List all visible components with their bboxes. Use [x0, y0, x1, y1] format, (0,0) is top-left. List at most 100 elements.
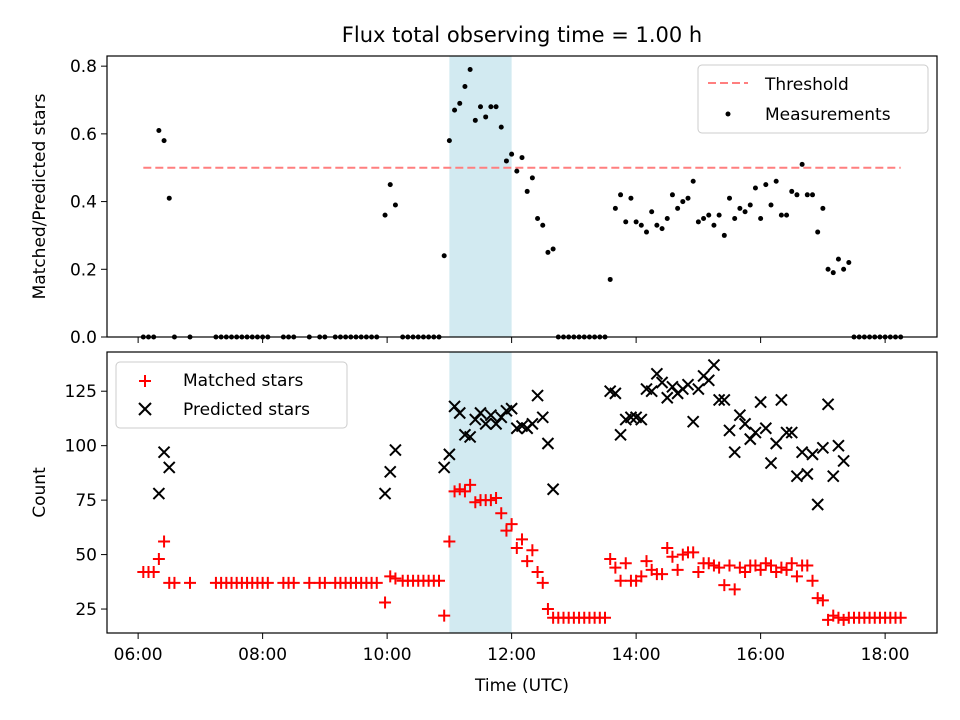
predicted-star-point [645, 385, 658, 398]
matched-star-point [780, 563, 793, 576]
measurement-point [509, 151, 515, 157]
y-tick-label: 0.0 [70, 328, 97, 348]
legend-matched-label: Matched stars [183, 371, 303, 391]
predicted-star-point [531, 389, 544, 402]
matched-star-point [671, 563, 684, 576]
predicted-star-point [443, 448, 456, 461]
x-tick-label: 18:00 [861, 645, 910, 665]
matched-star-point [723, 559, 736, 572]
measurement-point [747, 202, 753, 208]
matched-star-point [816, 594, 829, 607]
matched-star-point [469, 496, 482, 509]
legend-measurements-swatch [725, 111, 731, 117]
measurement-point [483, 114, 489, 120]
matched-star-point [754, 563, 767, 576]
shaded-interval [449, 56, 512, 337]
matched-star-point [379, 596, 392, 609]
matched-star-point [384, 570, 397, 583]
x-tick-label: 10:00 [363, 645, 412, 665]
measurement-point [514, 168, 520, 174]
legend-top: Threshold Measurements [697, 64, 929, 134]
x-tick-label: 16:00 [736, 645, 785, 665]
ratio-axes-frame [106, 55, 938, 338]
measurement-point [550, 246, 556, 252]
legend-predicted-swatch [138, 402, 152, 416]
predicted-stars-points [152, 358, 850, 511]
measurement-point [835, 256, 841, 262]
matched-star-point [702, 557, 715, 570]
predicted-star-point [437, 461, 451, 474]
predicted-star-point [474, 406, 487, 420]
measurement-point [628, 195, 634, 201]
predicted-star-point [754, 395, 767, 409]
matched-star-point [707, 559, 720, 572]
measurement-point [519, 155, 525, 161]
measurement-point [472, 117, 478, 123]
measurement-point [493, 104, 499, 110]
matched-stars-points [137, 478, 907, 626]
matched-star-point [433, 574, 445, 587]
measurement-point [488, 104, 494, 110]
predicted-star-point [389, 443, 402, 457]
matched-star-point [261, 576, 274, 589]
measurement-point [778, 212, 784, 218]
measurement-point [612, 205, 618, 211]
predicted-star-point [780, 426, 793, 439]
predicted-star-point [749, 426, 762, 439]
predicted-star-point [801, 467, 814, 481]
matched-star-point [495, 507, 508, 520]
predicted-star-point [163, 461, 176, 474]
predicted-star-point [541, 437, 555, 450]
measurement-point [545, 249, 551, 255]
matched-star-point [500, 524, 513, 537]
y-axis-label-ratio: Matched/Predicted stars [30, 93, 50, 299]
matched-star-point [785, 557, 798, 570]
matched-star-point [801, 559, 814, 572]
matched-star-point [458, 485, 471, 498]
x-tick-label: 06:00 [114, 645, 163, 665]
measurement-point [529, 175, 535, 181]
matched-star-point [790, 570, 803, 583]
measurement-point [841, 266, 847, 272]
matched-star-point [526, 544, 539, 557]
measurement-point [644, 229, 649, 235]
predicted-star-point [806, 448, 819, 461]
matched-star-point [692, 566, 705, 579]
matched-star-point [536, 576, 549, 589]
measurement-point [804, 192, 810, 198]
matched-star-point [759, 557, 772, 570]
predicted-star-point [733, 408, 747, 422]
measurement-point [732, 216, 738, 222]
measurement-point [638, 222, 644, 228]
matched-star-point [152, 552, 165, 565]
measurement-point [607, 276, 613, 282]
predicted-star-point [635, 413, 648, 426]
predicted-star-point [785, 426, 798, 439]
predicted-star-point [832, 439, 845, 452]
matched-star-point [604, 552, 617, 565]
matched-star-point [168, 576, 181, 589]
x-tick-label: 08:00 [238, 645, 287, 665]
measurement-point [540, 222, 546, 228]
measurement-point [387, 182, 393, 188]
predicted-star-point [157, 445, 171, 459]
matched-star-point [775, 561, 788, 574]
y-tick-label: 100 [65, 437, 97, 457]
measurement-point [467, 67, 473, 73]
matched-star-point [464, 478, 477, 491]
measurement-point [669, 192, 675, 198]
legend-threshold-label: Threshold [764, 75, 849, 95]
measurement-point [664, 216, 670, 222]
predicted-star-point [759, 422, 773, 435]
measurement-point [457, 100, 463, 106]
count-axes-frame [106, 351, 938, 634]
matched-star-point [832, 611, 845, 624]
measurement-point [706, 212, 712, 218]
x-axis-time: 06:00 08:00 10:00 12:00 14:00 16:00 18:00 [114, 633, 910, 665]
predicted-star-point [463, 430, 477, 444]
predicted-star-point [702, 374, 715, 387]
matched-star-point [303, 576, 316, 589]
predicted-star-point [681, 378, 695, 391]
x-tick-label: 12:00 [487, 645, 536, 665]
